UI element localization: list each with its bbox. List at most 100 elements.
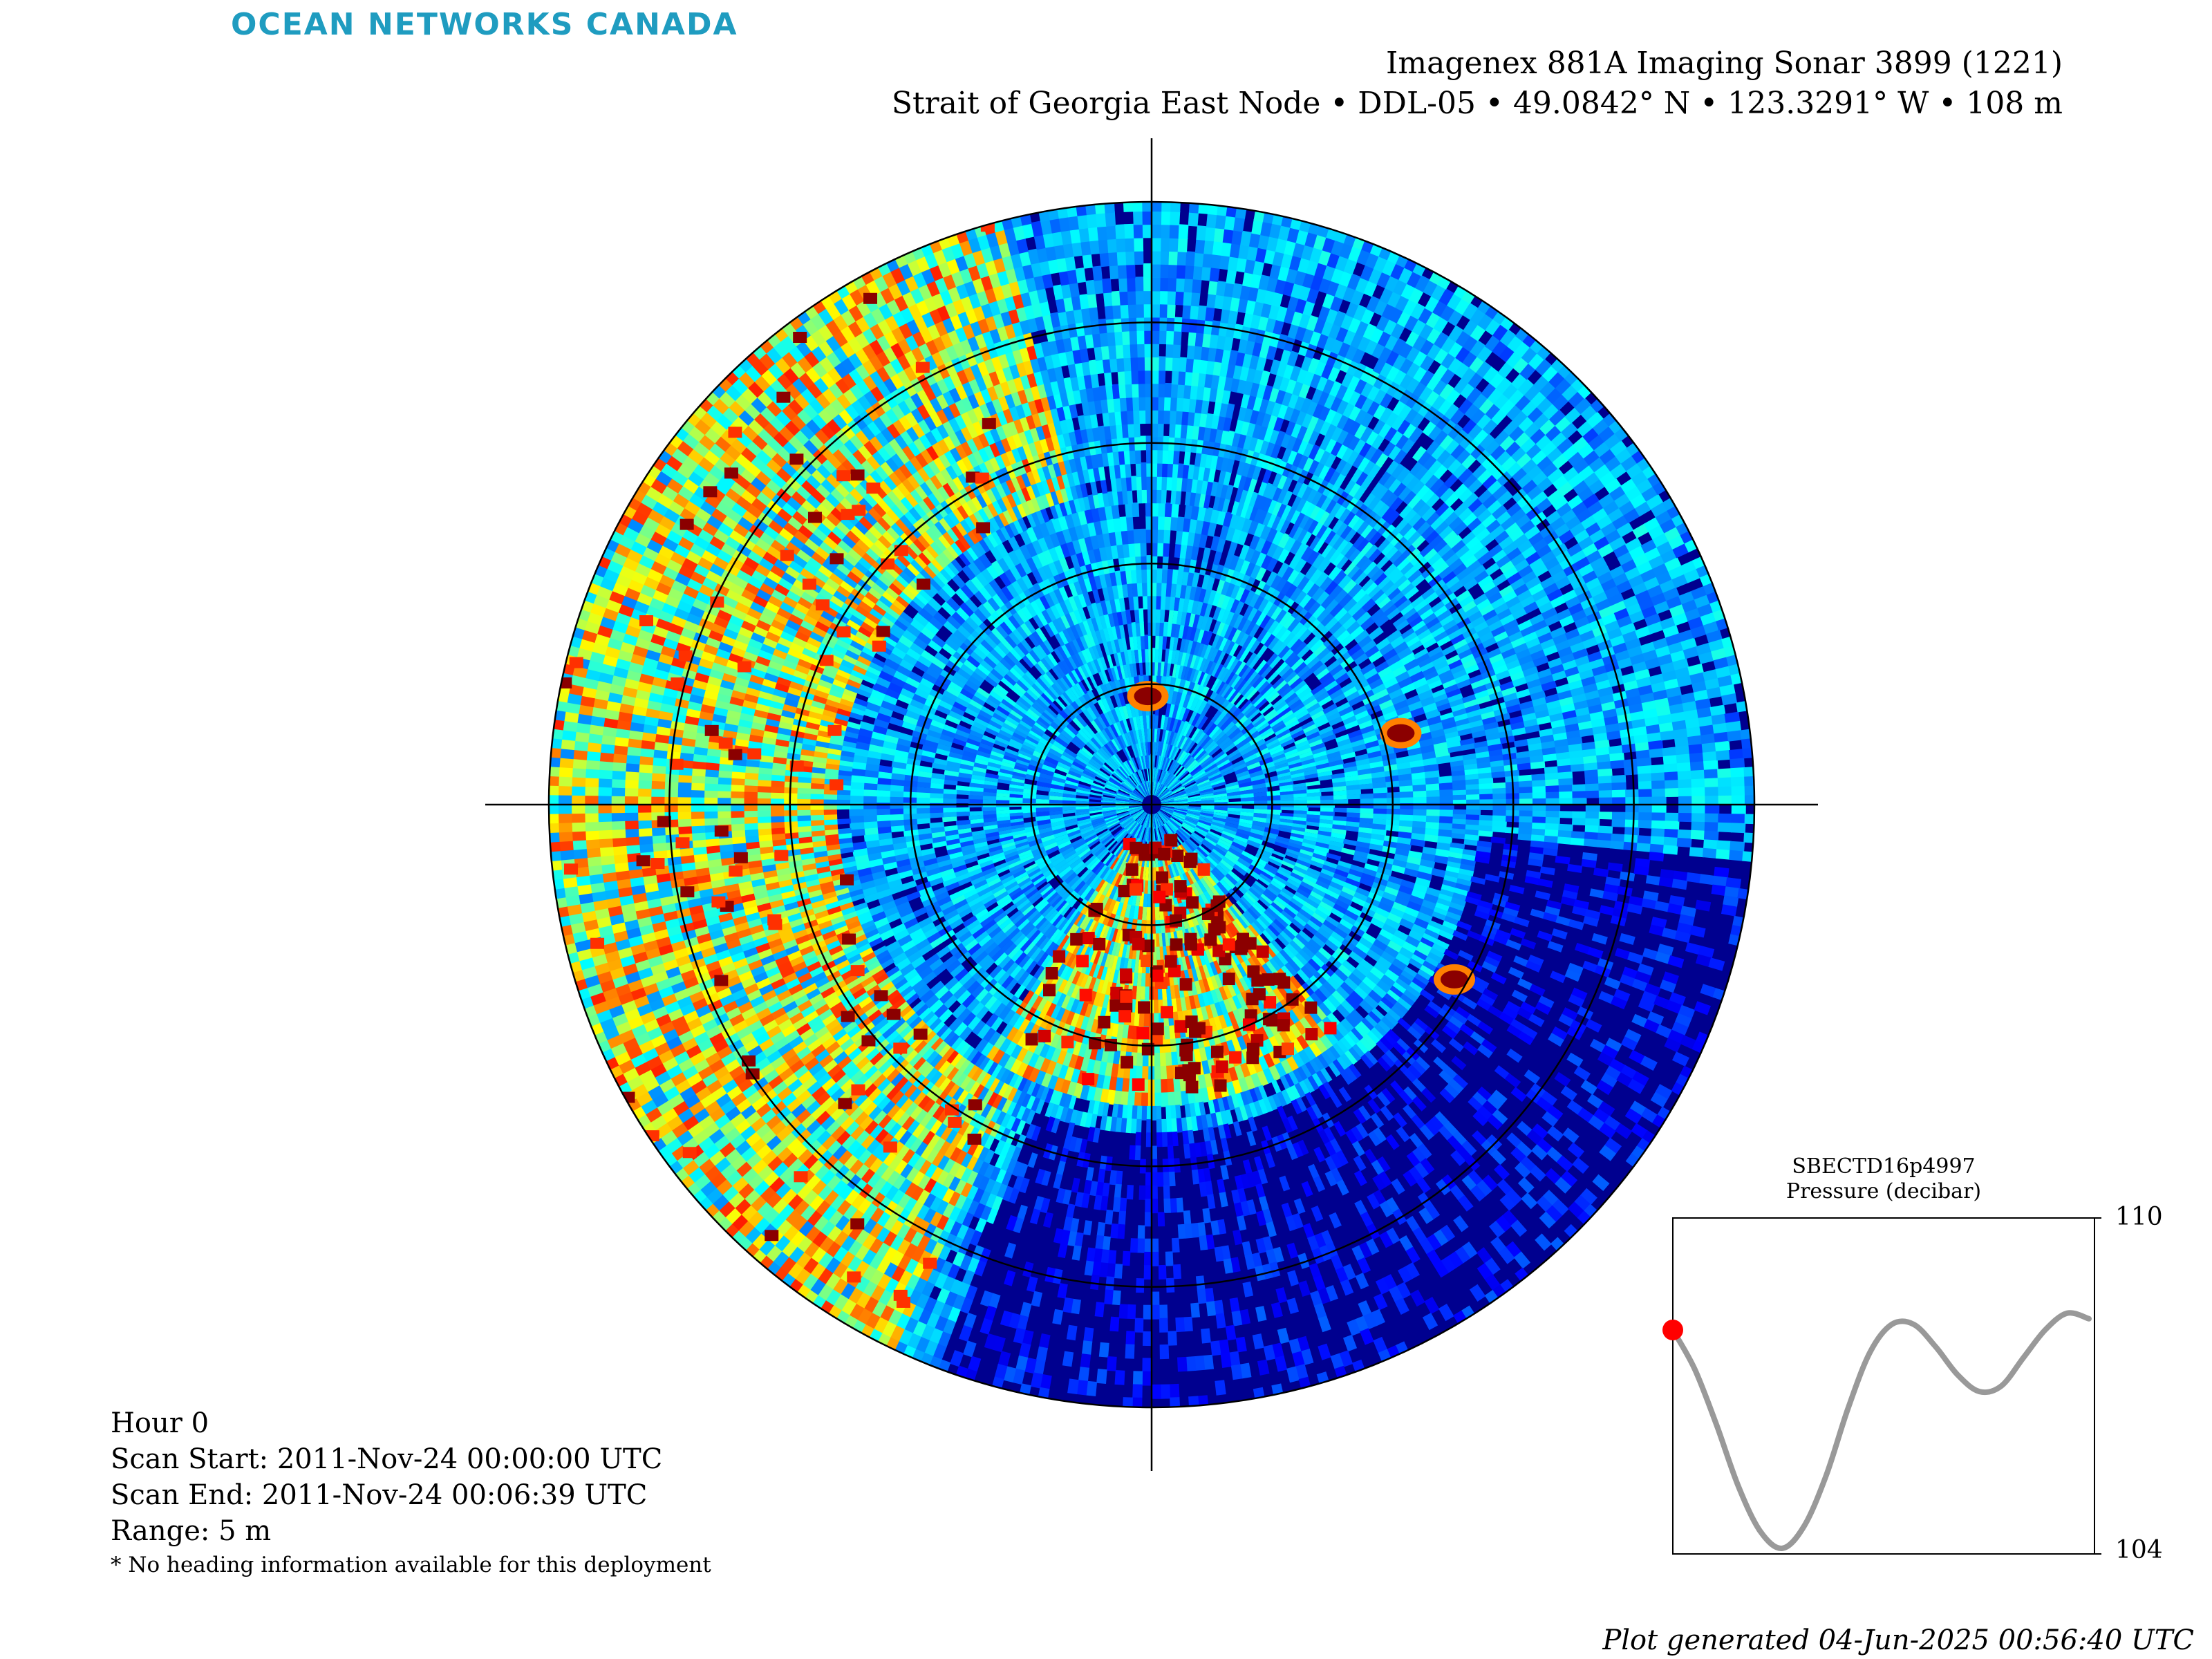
sonar-cell-299 (1153, 753, 1156, 769)
sonar-cell-248 (1121, 818, 1134, 828)
sonar-cell-774 (1227, 810, 1242, 816)
sonar-cell-1398 (1280, 800, 1295, 805)
sonar-cell-853 (1062, 782, 1078, 789)
sonar-cell-2412 (1333, 794, 1349, 800)
sonar-cell-571 (1112, 753, 1123, 767)
sonar-cell-385 (1116, 830, 1127, 843)
sonar-cell-429 (1127, 758, 1136, 773)
sonar-cell-430 (1130, 758, 1138, 772)
sonar-cell-4375 (1164, 502, 1173, 518)
sonar-cell-4563 (849, 802, 864, 809)
sonar-cell-4501 (1141, 1092, 1148, 1107)
sonar-cell-18 (1157, 786, 1168, 798)
sonar-cell-727 (1121, 732, 1130, 747)
sonar-cell-4795 (1165, 1105, 1172, 1121)
sonar-cell-2 (1152, 780, 1154, 796)
sonar-cell-405 (1100, 800, 1116, 803)
sonar-cell-238 (1132, 824, 1141, 838)
sonar-cell-1094 (1222, 876, 1236, 890)
sonar-cell-871 (1098, 730, 1109, 744)
sonar-cell-478 (1201, 797, 1216, 801)
sonar-cell-1059 (1230, 730, 1245, 743)
sonar-cell-1044 (1174, 691, 1183, 706)
sonar-cell-437 (1144, 754, 1148, 769)
sonar-cell-4622 (1132, 502, 1140, 518)
sonar-cell-3863 (1152, 528, 1159, 543)
sonar-cell-1092 (1228, 870, 1241, 883)
sonar-cell-2792 (941, 793, 957, 799)
sonar-cell-285 (1127, 775, 1138, 787)
sonar-cell-532 (1121, 847, 1130, 862)
sonar-cell-34 (1161, 800, 1176, 803)
sonar-cell-1844 (1145, 648, 1149, 663)
sonar-cell-24 (1159, 791, 1172, 800)
plot-title: Imagenex 881A Imaging Sonar 3899 (1221) (1385, 46, 2063, 81)
sonar-cell-236 (1134, 825, 1143, 839)
sonar-cell-1089 (1237, 857, 1252, 869)
sonar-cell-690 (1078, 823, 1093, 830)
sonar-cell-152 (1152, 767, 1155, 782)
sonar-cell-688 (1080, 827, 1094, 836)
sonar-cell-537 (1108, 841, 1120, 854)
sonar-cell-777 (1224, 822, 1240, 830)
sonar-cell-910 (1232, 762, 1248, 772)
sonar-cell-676 (1104, 854, 1116, 868)
sonar-cell-1074 (1253, 791, 1268, 798)
sonar-cell-1031 (1125, 703, 1133, 719)
sonar-cell-4112 (1139, 528, 1147, 543)
sonar-cell-178 (1172, 789, 1187, 796)
sonar-cell-223 (1153, 827, 1156, 842)
sonar-cell-944 (1202, 876, 1215, 890)
sonar-cell-130 (1133, 788, 1145, 798)
sonar-cell-930 (1232, 838, 1248, 848)
sonar-cell-936 (1222, 856, 1237, 868)
sonar-cell-1070 (1250, 774, 1266, 782)
sonar-cell-306 (1163, 757, 1171, 771)
sonar-cell-592 (1175, 733, 1183, 748)
sonar-cell-349 (1177, 829, 1190, 841)
sonar-cell-602 (1197, 751, 1210, 763)
sonar-cell-4056 (875, 789, 891, 797)
sonar-cell-2723 (1153, 1000, 1159, 1015)
sonar-cell-718 (1098, 746, 1111, 759)
sonar-cell-3673 (1400, 809, 1415, 816)
sonar-cell-3989 (1165, 1065, 1174, 1080)
sonar-cell-11 (1155, 782, 1163, 796)
sonar-cell-692 (1076, 818, 1091, 825)
sonar-cell-1045 (1179, 691, 1188, 707)
sonar-cell-400 (1101, 808, 1116, 812)
sonar-cell-1024 (1100, 713, 1110, 728)
sonar-cell-714 (1091, 754, 1104, 767)
sonar-cell-648 (1177, 861, 1185, 876)
sonar-cell-841 (1066, 830, 1081, 838)
sonar-cell-272 (1116, 791, 1130, 798)
sonar-cell-852 (1062, 789, 1077, 796)
sonar-cell-155 (1155, 767, 1159, 782)
sonar-cell-1064 (1241, 749, 1257, 760)
sonar-cell-4309 (862, 789, 877, 797)
sonar-cell-15 (1156, 784, 1166, 797)
sonar-cell-708 (1081, 769, 1096, 778)
sonar-cell-625 (1212, 814, 1228, 820)
sonar-cell-4979 (1161, 476, 1168, 491)
sonar-cell-320 (1183, 778, 1197, 788)
sonar-cell-501 (1183, 841, 1194, 854)
sonar-cell-998 (1048, 810, 1063, 816)
sonar-cell-3613 (1163, 542, 1170, 557)
sonar-cell-732 (1135, 729, 1141, 744)
sonar-cell-1016 (1072, 734, 1086, 747)
sonar-cell-736 (1147, 727, 1150, 742)
sonar-cell-893 (1181, 706, 1191, 722)
sonar-cell-397 (1102, 812, 1117, 818)
sonar-cell-1079 (1253, 812, 1268, 819)
sonar-cell-709 (1082, 767, 1097, 776)
sonar-cell-455 (1178, 751, 1189, 765)
sonar-cell-4626 (1161, 489, 1167, 504)
sonar-cell-410 (1103, 789, 1118, 795)
sonar-cell-485 (1200, 812, 1215, 817)
sonar-cell-637 (1198, 845, 1211, 856)
sonar-cell-89 (1138, 812, 1147, 825)
sonar-cell-874 (1106, 724, 1116, 739)
sonar-cell-574 (1124, 746, 1132, 760)
sonar-cell-539 (1102, 836, 1115, 847)
